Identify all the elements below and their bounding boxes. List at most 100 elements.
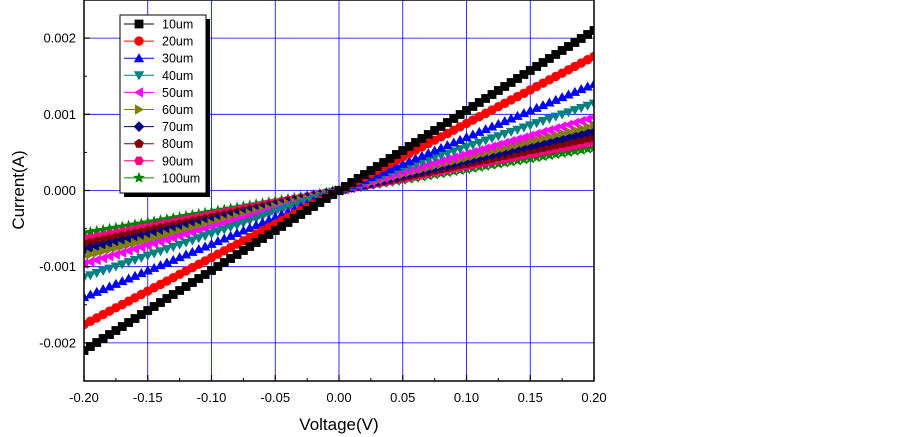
data-point xyxy=(526,136,536,147)
x-tick-label: -0.20 xyxy=(69,390,99,405)
legend-label: 50um xyxy=(162,86,193,100)
legend-label: 100um xyxy=(162,171,200,185)
data-point xyxy=(193,225,203,236)
data-point xyxy=(583,30,593,39)
data-point xyxy=(110,262,122,272)
data-point xyxy=(473,152,485,164)
legend-marker xyxy=(135,104,144,115)
data-point xyxy=(110,249,120,260)
data-point xyxy=(231,228,243,238)
legend-label: 40um xyxy=(162,69,193,83)
data-point xyxy=(309,202,318,211)
data-point xyxy=(537,117,549,127)
data-point xyxy=(142,265,153,275)
data-point xyxy=(111,242,121,254)
data-point xyxy=(289,214,299,223)
data-point xyxy=(142,251,153,261)
data-point xyxy=(588,141,594,153)
legend-label: 30um xyxy=(162,52,193,66)
data-point xyxy=(499,137,509,149)
data-point xyxy=(461,132,472,142)
data-point xyxy=(557,121,567,132)
data-point xyxy=(416,150,428,160)
data-point xyxy=(423,130,433,139)
data-point xyxy=(180,249,192,259)
data-point xyxy=(570,38,580,47)
data-point xyxy=(512,125,523,135)
data-point xyxy=(174,240,185,250)
data-point xyxy=(283,218,293,227)
data-point xyxy=(238,225,249,235)
data-point xyxy=(403,156,415,166)
data-point xyxy=(564,126,574,137)
data-point xyxy=(143,234,153,245)
data-point xyxy=(131,237,140,249)
legend-marker xyxy=(134,19,144,29)
data-point xyxy=(238,219,249,229)
data-point xyxy=(92,338,102,347)
x-tick-label: -0.15 xyxy=(133,390,163,405)
data-point xyxy=(353,174,363,183)
data-point xyxy=(518,123,530,133)
data-point xyxy=(436,156,445,167)
data-point xyxy=(455,110,465,119)
data-point xyxy=(193,244,204,254)
data-point xyxy=(551,50,561,59)
data-point xyxy=(277,222,287,231)
data-point xyxy=(85,342,95,351)
data-point xyxy=(467,146,477,158)
data-point xyxy=(122,219,135,231)
data-point xyxy=(480,124,491,134)
data-point xyxy=(219,225,230,235)
data-point xyxy=(494,144,504,155)
data-point xyxy=(270,226,280,235)
data-point xyxy=(136,310,146,319)
data-point xyxy=(449,114,459,123)
data-point xyxy=(442,118,452,127)
data-point xyxy=(506,78,516,87)
data-point xyxy=(130,314,140,323)
data-point xyxy=(532,134,542,145)
data-point xyxy=(486,134,498,144)
data-point xyxy=(123,273,134,283)
legend-label: 20um xyxy=(162,35,193,49)
data-point xyxy=(423,159,433,171)
data-point xyxy=(117,276,128,286)
data-point xyxy=(525,130,535,141)
data-point xyxy=(487,141,496,152)
data-point xyxy=(124,318,134,327)
data-point xyxy=(187,236,198,246)
data-point xyxy=(244,222,255,232)
data-point xyxy=(582,113,592,125)
data-point xyxy=(487,90,497,99)
data-point xyxy=(162,229,172,240)
data-point xyxy=(404,142,414,151)
data-point xyxy=(238,246,248,255)
data-point xyxy=(91,269,102,279)
data-point xyxy=(98,334,108,343)
data-point xyxy=(538,58,548,67)
data-point xyxy=(582,81,593,91)
data-point xyxy=(225,223,236,233)
data-point xyxy=(384,164,396,174)
legend-marker xyxy=(134,87,143,98)
data-point xyxy=(391,150,401,159)
x-tick-label: 0.10 xyxy=(454,390,479,405)
data-point xyxy=(162,294,172,303)
legend: 10um 20um 30um 40um 50um 60um 70um 80um 90um 100u… xyxy=(119,14,210,197)
data-point xyxy=(467,129,479,139)
data-point xyxy=(589,26,594,35)
data-point xyxy=(148,215,161,227)
data-point xyxy=(563,108,574,118)
data-point xyxy=(193,234,204,244)
data-point xyxy=(194,274,204,283)
data-point xyxy=(149,238,159,249)
legend-marker xyxy=(134,156,144,166)
data-point xyxy=(251,238,261,247)
data-point xyxy=(588,99,594,109)
data-point xyxy=(104,281,115,291)
data-point xyxy=(531,128,541,139)
data-point xyxy=(257,217,268,227)
data-point xyxy=(543,149,556,161)
